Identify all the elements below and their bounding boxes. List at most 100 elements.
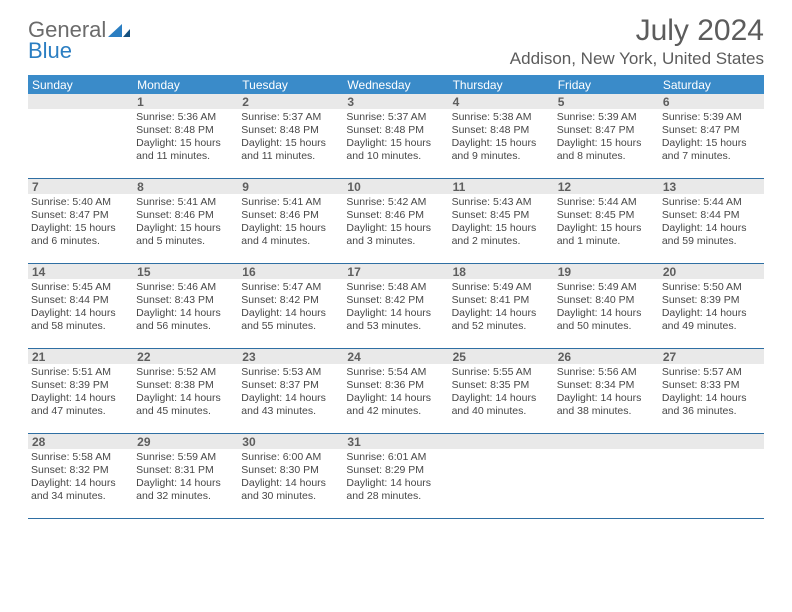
daylight-text: Daylight: 14 hours and 36 minutes. xyxy=(662,392,761,418)
weekday-header: Thursday xyxy=(449,78,554,92)
calendar-cell: 14Sunrise: 5:45 AMSunset: 8:44 PMDayligh… xyxy=(28,264,133,348)
day-details: Sunrise: 5:44 AMSunset: 8:45 PMDaylight:… xyxy=(554,194,659,253)
weekday-header: Sunday xyxy=(28,78,133,92)
day-number: 30 xyxy=(238,434,343,449)
day-details: Sunrise: 5:37 AMSunset: 8:48 PMDaylight:… xyxy=(238,109,343,168)
sunrise-text: Sunrise: 5:59 AM xyxy=(136,451,235,464)
sunset-text: Sunset: 8:29 PM xyxy=(346,464,445,477)
sunset-text: Sunset: 8:33 PM xyxy=(662,379,761,392)
sunrise-text: Sunrise: 5:44 AM xyxy=(662,196,761,209)
day-number: 12 xyxy=(554,179,659,194)
sunrise-text: Sunrise: 5:52 AM xyxy=(136,366,235,379)
calendar-cell: 16Sunrise: 5:47 AMSunset: 8:42 PMDayligh… xyxy=(238,264,343,348)
day-number: 2 xyxy=(238,94,343,109)
sunrise-text: Sunrise: 5:42 AM xyxy=(346,196,445,209)
daylight-text: Daylight: 15 hours and 4 minutes. xyxy=(241,222,340,248)
daylight-text: Daylight: 14 hours and 28 minutes. xyxy=(346,477,445,503)
day-details: Sunrise: 5:42 AMSunset: 8:46 PMDaylight:… xyxy=(343,194,448,253)
day-details: Sunrise: 5:51 AMSunset: 8:39 PMDaylight:… xyxy=(28,364,133,423)
weekday-header: Saturday xyxy=(659,78,764,92)
daylight-text: Daylight: 14 hours and 40 minutes. xyxy=(452,392,551,418)
sunrise-text: Sunrise: 5:41 AM xyxy=(136,196,235,209)
calendar-cell: 19Sunrise: 5:49 AMSunset: 8:40 PMDayligh… xyxy=(554,264,659,348)
daylight-text: Daylight: 14 hours and 58 minutes. xyxy=(31,307,130,333)
calendar-cell: 11 Sunrise: 5:43 AMSunset: 8:45 PMDayligh… xyxy=(449,179,554,263)
calendar-cell: 31Sunrise: 6:01 AMSunset: 8:29 PMDayligh… xyxy=(343,434,448,518)
daylight-text: Daylight: 15 hours and 2 minutes. xyxy=(452,222,551,248)
day-number: 31 xyxy=(343,434,448,449)
title-block: July 2024 Addison, New York, United Stat… xyxy=(510,14,764,69)
day-number: 25 xyxy=(449,349,554,364)
sunset-text: Sunset: 8:44 PM xyxy=(31,294,130,307)
day-number: 7 xyxy=(28,179,133,194)
calendar-grid: 1Sunrise: 5:36 AMSunset: 8:48 PMDaylight… xyxy=(28,94,764,519)
sunset-text: Sunset: 8:35 PM xyxy=(452,379,551,392)
daylight-text: Daylight: 14 hours and 34 minutes. xyxy=(31,477,130,503)
calendar-cell: 22Sunrise: 5:52 AMSunset: 8:38 PMDayligh… xyxy=(133,349,238,433)
daylight-text: Daylight: 15 hours and 7 minutes. xyxy=(662,137,761,163)
daylight-text: Daylight: 14 hours and 30 minutes. xyxy=(241,477,340,503)
day-number: 11 xyxy=(449,179,554,194)
sunrise-text: Sunrise: 5:44 AM xyxy=(557,196,656,209)
day-details: Sunrise: 5:40 AMSunset: 8:47 PMDaylight:… xyxy=(28,194,133,253)
sunset-text: Sunset: 8:41 PM xyxy=(452,294,551,307)
day-details: Sunrise: 5:39 AMSunset: 8:47 PMDaylight:… xyxy=(554,109,659,168)
sunset-text: Sunset: 8:38 PM xyxy=(136,379,235,392)
day-details: Sunrise: 5:49 AMSunset: 8:40 PMDaylight:… xyxy=(554,279,659,338)
sunset-text: Sunset: 8:46 PM xyxy=(346,209,445,222)
sunrise-text: Sunrise: 5:48 AM xyxy=(346,281,445,294)
weekday-header: Friday xyxy=(554,78,659,92)
day-details: Sunrise: 5:54 AMSunset: 8:36 PMDaylight:… xyxy=(343,364,448,423)
sunrise-text: Sunrise: 5:50 AM xyxy=(662,281,761,294)
sunset-text: Sunset: 8:45 PM xyxy=(452,209,551,222)
day-number: 26 xyxy=(554,349,659,364)
sunrise-text: Sunrise: 5:37 AM xyxy=(241,111,340,124)
sunset-text: Sunset: 8:40 PM xyxy=(557,294,656,307)
day-number xyxy=(659,434,764,449)
day-details: Sunrise: 5:59 AMSunset: 8:31 PMDaylight:… xyxy=(133,449,238,508)
daylight-text: Daylight: 14 hours and 55 minutes. xyxy=(241,307,340,333)
sunset-text: Sunset: 8:42 PM xyxy=(346,294,445,307)
daylight-text: Daylight: 15 hours and 5 minutes. xyxy=(136,222,235,248)
day-details: Sunrise: 5:50 AMSunset: 8:39 PMDaylight:… xyxy=(659,279,764,338)
sunset-text: Sunset: 8:46 PM xyxy=(241,209,340,222)
daylight-text: Daylight: 14 hours and 56 minutes. xyxy=(136,307,235,333)
calendar-cell: 26Sunrise: 5:56 AMSunset: 8:34 PMDayligh… xyxy=(554,349,659,433)
calendar-cell: 10Sunrise: 5:42 AMSunset: 8:46 PMDayligh… xyxy=(343,179,448,263)
calendar-cell: 20Sunrise: 5:50 AMSunset: 8:39 PMDayligh… xyxy=(659,264,764,348)
day-number: 24 xyxy=(343,349,448,364)
calendar-cell: 25Sunrise: 5:55 AMSunset: 8:35 PMDayligh… xyxy=(449,349,554,433)
day-details: Sunrise: 5:49 AMSunset: 8:41 PMDaylight:… xyxy=(449,279,554,338)
location-label: Addison, New York, United States xyxy=(510,49,764,69)
page-header: GeneralBlue July 2024 Addison, New York,… xyxy=(28,14,764,69)
calendar-cell: 2Sunrise: 5:37 AMSunset: 8:48 PMDaylight… xyxy=(238,94,343,178)
day-number: 1 xyxy=(133,94,238,109)
day-number xyxy=(449,434,554,449)
sunrise-text: Sunrise: 5:36 AM xyxy=(136,111,235,124)
day-details: Sunrise: 5:41 AMSunset: 8:46 PMDaylight:… xyxy=(238,194,343,253)
sunrise-text: Sunrise: 5:43 AM xyxy=(452,196,551,209)
calendar-cell: 18Sunrise: 5:49 AMSunset: 8:41 PMDayligh… xyxy=(449,264,554,348)
calendar-cell: 5Sunrise: 5:39 AMSunset: 8:47 PMDaylight… xyxy=(554,94,659,178)
weekday-header-row: SundayMondayTuesdayWednesdayThursdayFrid… xyxy=(28,75,764,94)
day-details: Sunrise: 5:45 AMSunset: 8:44 PMDaylight:… xyxy=(28,279,133,338)
sunrise-text: Sunrise: 5:57 AM xyxy=(662,366,761,379)
calendar-page: GeneralBlue July 2024 Addison, New York,… xyxy=(0,0,792,537)
sunrise-text: Sunrise: 6:00 AM xyxy=(241,451,340,464)
day-details: Sunrise: 5:39 AMSunset: 8:47 PMDaylight:… xyxy=(659,109,764,168)
calendar-cell: 3Sunrise: 5:37 AMSunset: 8:48 PMDaylight… xyxy=(343,94,448,178)
day-number: 8 xyxy=(133,179,238,194)
sunrise-text: Sunrise: 5:49 AM xyxy=(557,281,656,294)
daylight-text: Daylight: 14 hours and 38 minutes. xyxy=(557,392,656,418)
calendar-week-row: 1Sunrise: 5:36 AMSunset: 8:48 PMDaylight… xyxy=(28,94,764,179)
sunrise-text: Sunrise: 5:38 AM xyxy=(452,111,551,124)
sunrise-text: Sunrise: 5:40 AM xyxy=(31,196,130,209)
sunset-text: Sunset: 8:36 PM xyxy=(346,379,445,392)
calendar-cell-empty xyxy=(28,94,133,178)
sunset-text: Sunset: 8:42 PM xyxy=(241,294,340,307)
sunrise-text: Sunrise: 5:39 AM xyxy=(662,111,761,124)
calendar-week-row: 7Sunrise: 5:40 AMSunset: 8:47 PMDaylight… xyxy=(28,179,764,264)
day-number: 28 xyxy=(28,434,133,449)
calendar-cell: 23Sunrise: 5:53 AMSunset: 8:37 PMDayligh… xyxy=(238,349,343,433)
daylight-text: Daylight: 14 hours and 32 minutes. xyxy=(136,477,235,503)
